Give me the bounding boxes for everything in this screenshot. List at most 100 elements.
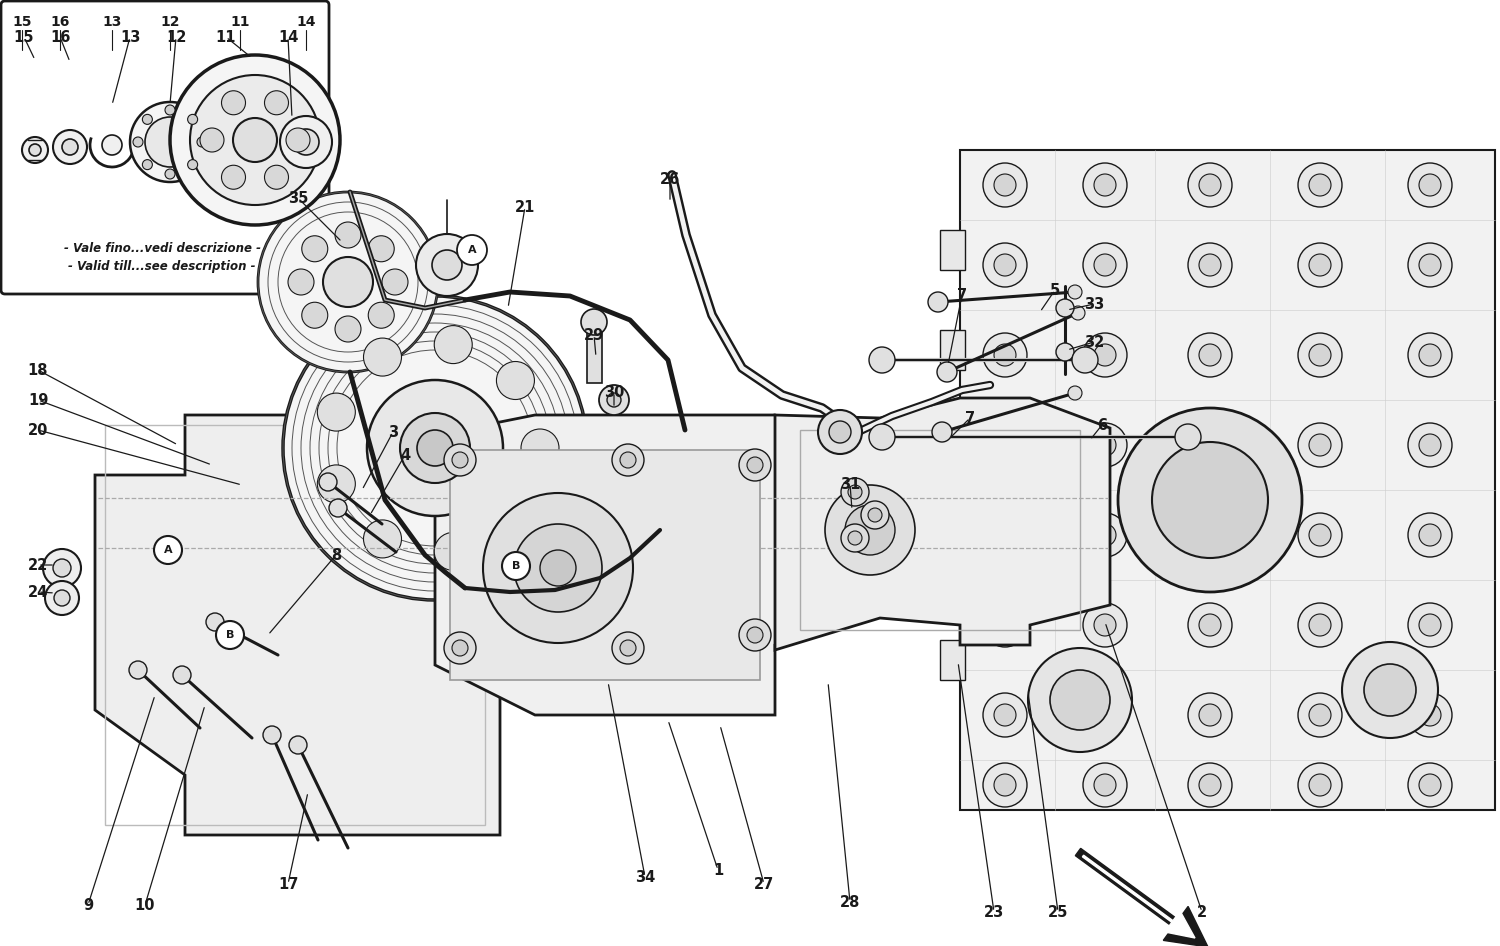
Circle shape [1083, 513, 1126, 557]
Text: 15: 15 [13, 29, 34, 44]
Circle shape [1419, 434, 1442, 456]
Circle shape [982, 763, 1028, 807]
Circle shape [1310, 344, 1330, 366]
Circle shape [994, 704, 1016, 726]
Circle shape [452, 452, 468, 468]
Text: 4: 4 [400, 447, 410, 463]
Text: 30: 30 [604, 384, 624, 399]
Circle shape [1298, 763, 1342, 807]
Circle shape [216, 621, 244, 649]
Circle shape [994, 174, 1016, 196]
Circle shape [1174, 424, 1202, 450]
Circle shape [232, 118, 278, 162]
Circle shape [1094, 434, 1116, 456]
Circle shape [433, 533, 472, 570]
Circle shape [1068, 285, 1082, 299]
Text: 12: 12 [160, 15, 180, 29]
Circle shape [400, 413, 470, 483]
Circle shape [1364, 664, 1416, 716]
Circle shape [1083, 763, 1126, 807]
Circle shape [284, 296, 586, 600]
Circle shape [1310, 434, 1330, 456]
Circle shape [612, 444, 644, 476]
Polygon shape [776, 398, 1110, 650]
Circle shape [280, 116, 332, 168]
Circle shape [1188, 243, 1231, 287]
Text: 11: 11 [216, 29, 237, 44]
Circle shape [1198, 344, 1221, 366]
Circle shape [1083, 693, 1126, 737]
Circle shape [1198, 614, 1221, 636]
Circle shape [994, 434, 1016, 456]
Circle shape [62, 139, 78, 155]
Circle shape [444, 444, 476, 476]
Circle shape [444, 632, 476, 664]
Circle shape [458, 235, 488, 265]
Text: 34: 34 [634, 869, 656, 885]
Text: 15: 15 [12, 15, 32, 29]
Bar [940, 430, 964, 470]
Circle shape [1298, 513, 1342, 557]
Circle shape [1094, 774, 1116, 796]
Text: 7: 7 [957, 288, 968, 303]
Circle shape [22, 137, 48, 163]
Circle shape [747, 627, 764, 643]
Circle shape [262, 726, 280, 744]
Text: - Vale fino...vedi descrizione -: - Vale fino...vedi descrizione - [63, 241, 261, 254]
Text: 32: 32 [1084, 335, 1104, 349]
Circle shape [165, 169, 176, 179]
Text: 33: 33 [1084, 296, 1104, 311]
Circle shape [1094, 344, 1116, 366]
Circle shape [196, 137, 207, 147]
Text: 16: 16 [51, 15, 69, 29]
Text: 23: 23 [984, 904, 1004, 920]
Circle shape [847, 485, 862, 499]
Text: 12: 12 [166, 29, 186, 44]
Circle shape [1198, 524, 1221, 546]
Circle shape [1198, 254, 1221, 276]
Circle shape [818, 410, 862, 454]
Circle shape [608, 393, 621, 407]
Bar [586, 325, 602, 383]
Circle shape [1056, 299, 1074, 317]
Text: 13: 13 [102, 15, 122, 29]
FancyArrow shape [1076, 849, 1208, 946]
Circle shape [286, 128, 310, 152]
Text: 14: 14 [296, 15, 315, 29]
Polygon shape [94, 415, 630, 835]
Circle shape [292, 129, 320, 155]
Circle shape [302, 302, 328, 328]
Text: 1: 1 [712, 863, 723, 878]
Circle shape [142, 160, 153, 169]
Circle shape [1094, 254, 1116, 276]
Circle shape [1298, 243, 1342, 287]
Circle shape [322, 257, 374, 307]
Text: 6: 6 [1096, 417, 1107, 432]
Text: 31: 31 [840, 477, 860, 492]
Circle shape [1342, 642, 1438, 738]
Circle shape [994, 614, 1016, 636]
Circle shape [842, 478, 868, 506]
Circle shape [1298, 603, 1342, 647]
Circle shape [868, 347, 895, 373]
Circle shape [200, 128, 223, 152]
Circle shape [416, 234, 478, 296]
Text: 9: 9 [82, 898, 93, 913]
Circle shape [1188, 423, 1231, 467]
Circle shape [264, 91, 288, 114]
Circle shape [847, 531, 862, 545]
Circle shape [1068, 386, 1082, 400]
Circle shape [368, 380, 502, 516]
Circle shape [580, 309, 608, 335]
Text: A: A [468, 245, 477, 255]
Circle shape [1310, 614, 1330, 636]
Circle shape [1072, 347, 1098, 373]
Bar [105, 425, 484, 825]
Circle shape [1310, 174, 1330, 196]
Circle shape [1050, 670, 1110, 730]
Text: - Valid till...see description -: - Valid till...see description - [69, 259, 255, 272]
Text: 8: 8 [332, 548, 340, 563]
Circle shape [288, 269, 314, 295]
Circle shape [1188, 603, 1231, 647]
Circle shape [938, 362, 957, 382]
